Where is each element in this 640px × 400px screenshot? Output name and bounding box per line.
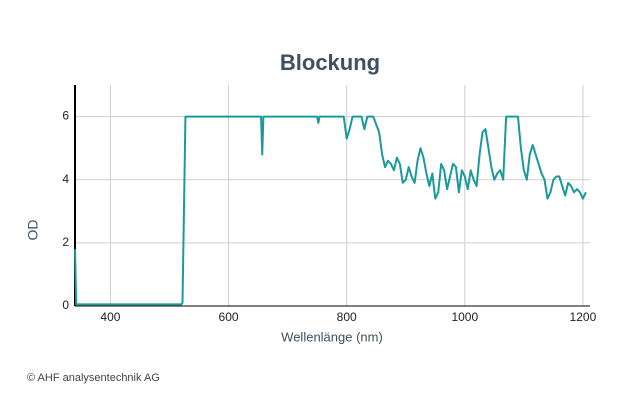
data-line	[74, 115, 587, 306]
y-tick-label: 6	[62, 109, 69, 123]
y-axis-label: OD	[25, 220, 41, 241]
x-axis-label: Wellenlänge (nm)	[281, 329, 383, 344]
y-tick-label: 4	[62, 172, 69, 186]
x-tick-label: 1200	[570, 310, 597, 324]
x-tick-label: 1000	[451, 310, 478, 324]
x-tick-label: 400	[100, 310, 120, 324]
y-tick-label: 2	[62, 235, 69, 249]
chart-title: Blockung	[280, 50, 380, 75]
y-tick-label: 0	[62, 298, 69, 312]
x-tick-label: 600	[219, 310, 239, 324]
x-tick-label: 800	[337, 310, 357, 324]
credit: © AHF analysentechnik AG	[27, 372, 160, 384]
